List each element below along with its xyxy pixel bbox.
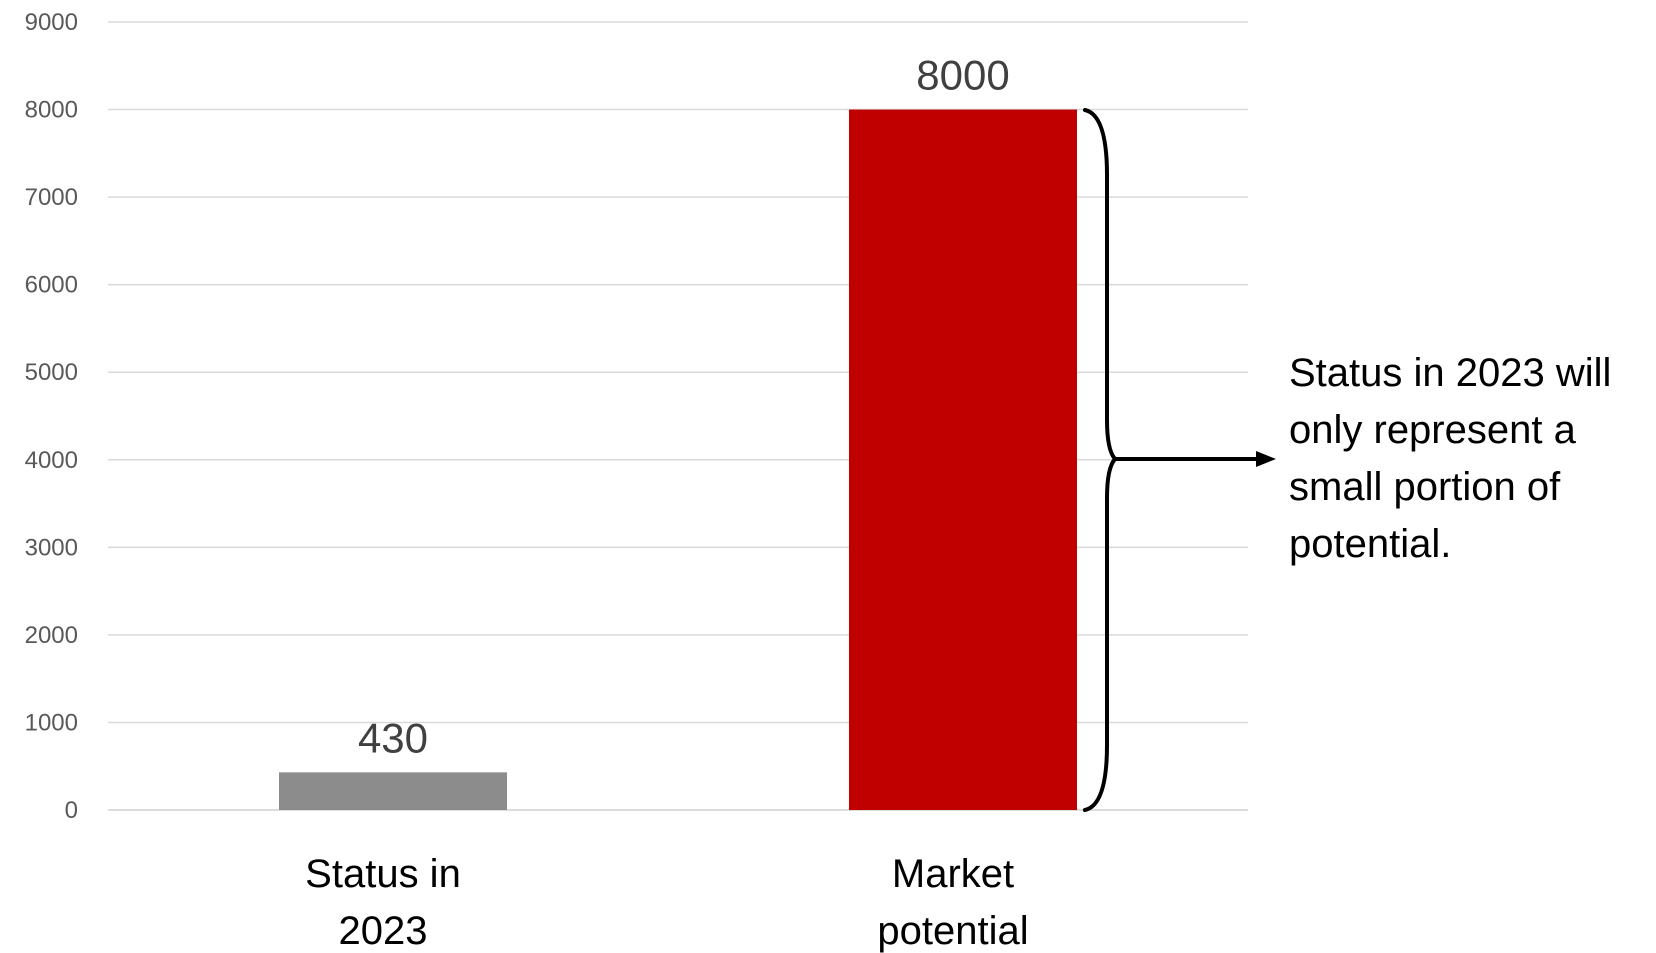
category-labels: Status in 2023 Market potential: [305, 852, 1028, 953]
x-category-label: Market: [892, 852, 1014, 896]
x-category-label: 2023: [339, 909, 428, 953]
bar: [849, 109, 1077, 811]
y-tick-label: 5000: [25, 359, 78, 386]
y-axis-ticks: 0 1000 2000 3000 4000 5000 6000 7000 8000 9000: [25, 9, 78, 824]
y-tick-label: 3000: [25, 534, 78, 561]
y-tick-label: 1000: [25, 709, 78, 736]
y-tick-label: 6000: [25, 272, 78, 299]
y-tick-label: 7000: [25, 184, 78, 211]
bars: [279, 109, 1077, 811]
bar: [279, 772, 507, 810]
y-tick-label: 4000: [25, 447, 78, 474]
brace-annotation: [1083, 108, 1276, 812]
y-tick-label: 9000: [25, 9, 78, 36]
data-label: 430: [358, 714, 428, 761]
x-category-label: potential: [877, 909, 1028, 953]
data-label: 8000: [916, 52, 1009, 99]
y-tick-label: 0: [65, 797, 78, 824]
data-labels: 430 8000: [358, 52, 1010, 762]
annotation-arrow-head: [1256, 451, 1276, 467]
y-tick-label: 2000: [25, 622, 78, 649]
x-category-label: Status in: [305, 852, 461, 896]
y-tick-label: 8000: [25, 97, 78, 124]
annotation-text: Status in 2023 will only represent a sma…: [1289, 351, 1612, 566]
gridlines: [108, 21, 1248, 811]
